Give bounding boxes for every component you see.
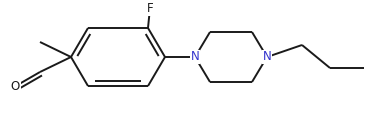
Text: N: N (191, 50, 199, 64)
Text: N: N (263, 50, 271, 64)
Text: F: F (147, 3, 153, 15)
Text: O: O (10, 80, 20, 94)
